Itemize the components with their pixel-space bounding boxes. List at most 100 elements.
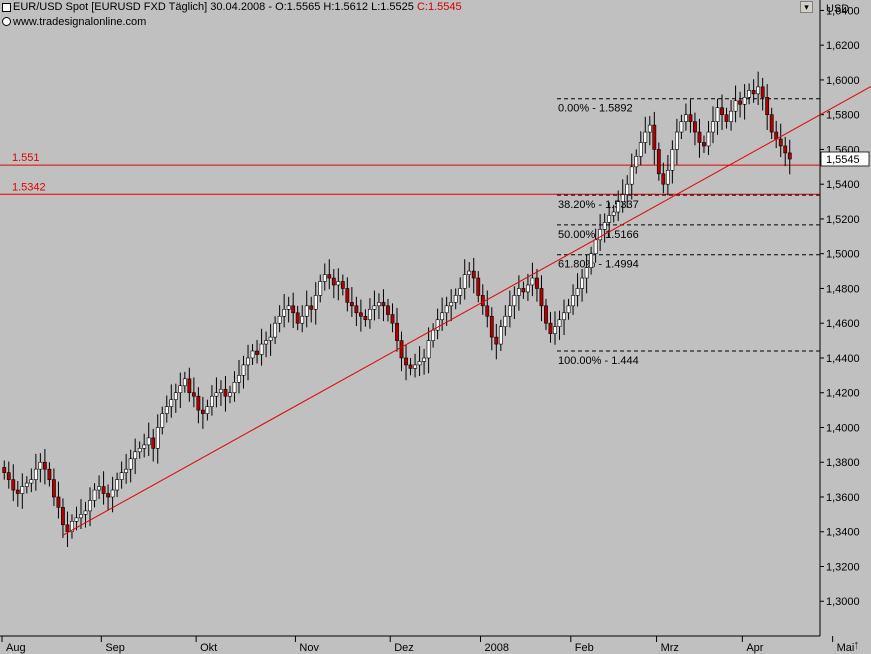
y-tick-label: 1,5800 (826, 110, 860, 122)
candle-body (246, 357, 250, 366)
candle-body (354, 305, 359, 314)
candle-body (83, 510, 88, 515)
candle-body (133, 451, 138, 460)
candle-body (65, 524, 70, 533)
y-tick-label: 1,3600 (826, 492, 860, 504)
candle-body (309, 305, 314, 310)
candle-body (11, 479, 16, 491)
x-tick-label: Sep (105, 642, 125, 654)
x-tick-label: Mrz (661, 642, 679, 654)
y-tick-label: 1,5200 (826, 214, 860, 226)
level-label: 1.5342 (12, 181, 46, 193)
x-tick-label: Dez (394, 642, 414, 654)
candle-body (693, 121, 697, 133)
candle-body (268, 336, 273, 341)
candle-body (526, 284, 530, 293)
candle-body (485, 305, 490, 317)
fibonacci-label: 61.80% - 1.4994 (558, 259, 639, 271)
candle-body (331, 277, 336, 286)
candle-body (110, 489, 115, 498)
trendline (62, 85, 871, 536)
candle-body (742, 97, 747, 105)
candle-body (250, 350, 255, 359)
candle-body (566, 305, 571, 314)
candle-body (634, 156, 639, 168)
level-label: 1.551 (12, 152, 40, 164)
candle-body (426, 340, 431, 359)
candle-body (399, 340, 404, 359)
candle-body (106, 493, 110, 498)
y-tick-label: 1,6200 (826, 40, 860, 52)
candle-body (778, 138, 783, 147)
x-tick-label: Nov (299, 642, 319, 654)
scroll-up-icon[interactable]: ↑ (853, 637, 860, 652)
candle-body (286, 305, 291, 310)
candle-body (336, 281, 341, 286)
candle-body (173, 392, 178, 400)
candle-body (295, 312, 300, 324)
candle-body (765, 97, 770, 115)
candle-body (259, 343, 264, 355)
candle-body (702, 142, 706, 147)
y-tick-label: 1,5000 (826, 249, 860, 261)
candle-body (191, 392, 196, 397)
minimize-button[interactable]: ▾ (800, 1, 813, 13)
y-tick-label: 1,4200 (826, 388, 860, 400)
y-tick-label: 1,3400 (826, 527, 860, 539)
candle-body (480, 295, 485, 307)
candle-body (733, 100, 738, 112)
candle-body (101, 486, 106, 494)
candle-body (300, 315, 305, 324)
candle-body (155, 427, 160, 449)
candle-body (462, 274, 467, 289)
candle-body (507, 305, 512, 317)
candle-body (52, 479, 56, 498)
y-tick-label: 1,4800 (826, 283, 860, 295)
globe-icon (2, 17, 11, 26)
candle-body (656, 149, 661, 175)
candle-body (404, 357, 408, 366)
candle-body (413, 364, 417, 369)
candle-body (467, 270, 472, 275)
candle-body (589, 253, 594, 268)
candle-body (512, 295, 517, 307)
candle-body (575, 288, 580, 296)
candle-body (715, 107, 720, 122)
candle-body (580, 277, 584, 289)
chart-header: EUR/USD Spot [EURUSD FXD Täglich] 30.04.… (0, 0, 871, 16)
candle-body (205, 406, 210, 414)
candle-body (711, 121, 715, 133)
source-text: www.tradesignalonline.com (13, 16, 147, 28)
x-tick-label: Okt (200, 642, 217, 654)
candle-body (607, 215, 612, 223)
candle-body (620, 194, 625, 202)
candle-body (88, 500, 92, 512)
candle-body (584, 267, 589, 279)
y-tick-label: 1,6000 (826, 75, 860, 87)
title-text: EUR/USD Spot [EURUSD FXD Täglich] 30.04.… (13, 1, 414, 13)
candle-body (79, 514, 83, 519)
candle-body (178, 385, 183, 394)
candle-body (318, 281, 323, 296)
candle-body (638, 142, 643, 157)
candle-body (146, 437, 151, 446)
candle-body (625, 183, 630, 195)
candle-body (783, 145, 788, 154)
candle-body (422, 357, 426, 362)
candle-body (47, 468, 52, 480)
candle-body (363, 315, 368, 321)
candle-body (661, 173, 666, 185)
candle-body (368, 309, 372, 321)
x-tick-label: Feb (575, 642, 594, 654)
candle-body (498, 326, 503, 345)
candle-body (200, 409, 205, 414)
candle-body (160, 413, 165, 428)
candle-body (503, 315, 508, 327)
last-price-label: 1,5545 (826, 154, 860, 166)
candle-body (629, 166, 634, 185)
candle-body (151, 437, 156, 449)
candle-body (458, 288, 463, 296)
candle-body (729, 110, 733, 122)
candle-body (530, 277, 535, 286)
candle-body (665, 169, 670, 185)
